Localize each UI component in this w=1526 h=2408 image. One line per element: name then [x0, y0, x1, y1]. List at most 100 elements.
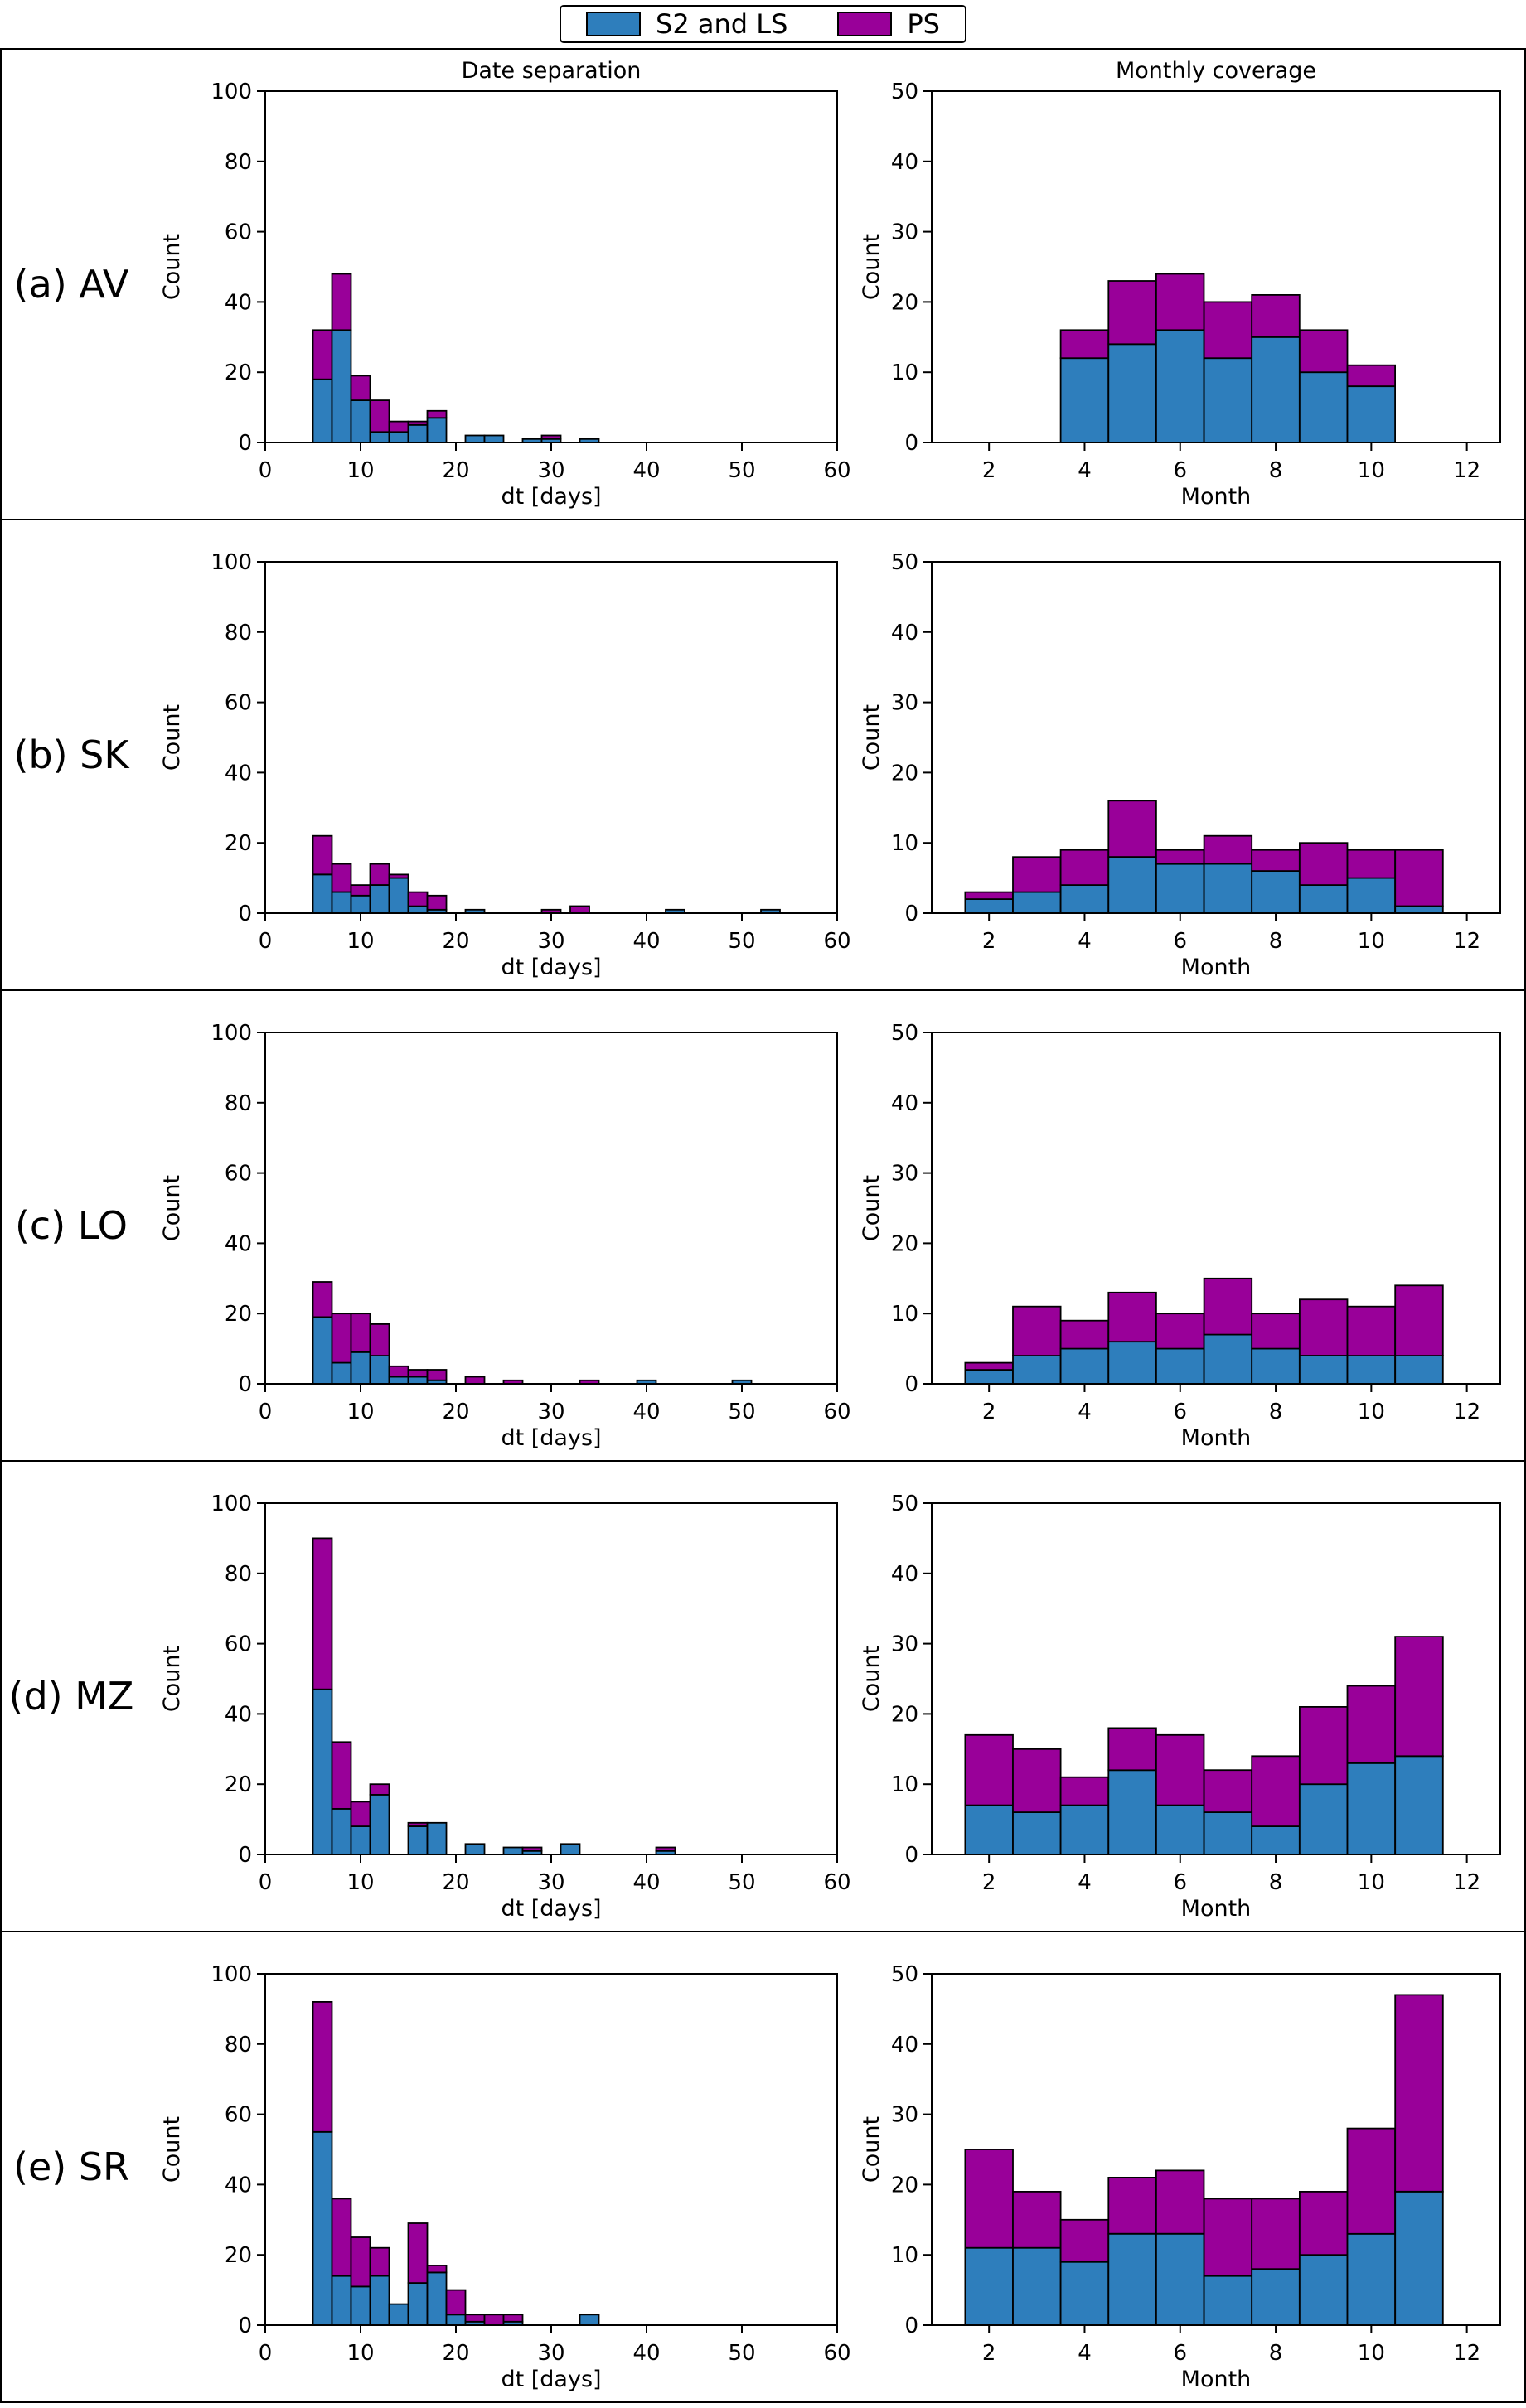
bar-s2-ls — [1012, 891, 1062, 914]
bar-ps — [350, 884, 371, 897]
x-axis-label: dt [days] — [501, 484, 601, 510]
bar-s2-ls — [1059, 1347, 1110, 1385]
x-axis-label: Month — [1181, 484, 1252, 510]
y-tick-label: 20 — [891, 761, 918, 786]
x-tick-label: 20 — [442, 1870, 469, 1895]
bar-ps — [1012, 2190, 1062, 2249]
bar-ps — [1299, 842, 1349, 887]
bar-s2-ls — [1012, 1811, 1062, 1855]
bar-s2-ls — [369, 2275, 390, 2326]
bar-s2-ls — [1299, 1783, 1349, 1855]
bar-s2-ls — [1251, 870, 1301, 914]
x-tick-label: 2 — [982, 929, 996, 954]
plot-frame — [931, 561, 1501, 914]
bar-s2-ls — [560, 1843, 581, 1855]
x-tick-label: 4 — [1078, 1400, 1092, 1424]
bar-s2-ls — [331, 1807, 352, 1855]
y-axis-label: Count — [159, 704, 185, 771]
bar-s2-ls — [388, 1376, 409, 1385]
bar-ps — [964, 891, 1014, 901]
y-tick-label: 30 — [891, 1632, 918, 1657]
panel-a-av: (a) AV 0 10 20 30 40 50 60 0 20 40 60 80 100 dt [days… — [0, 48, 1526, 520]
x-tick-label: 8 — [1269, 929, 1283, 954]
y-tick-label: 80 — [225, 1562, 252, 1587]
y-tick-label: 0 — [904, 1372, 918, 1397]
y-tick-label: 80 — [225, 621, 252, 646]
bar-s2-ls — [369, 1355, 390, 1385]
x-tick-label: 50 — [728, 1870, 755, 1895]
bar-ps — [464, 1376, 486, 1385]
bar-ps — [1251, 1313, 1301, 1350]
y-tick-label: 20 — [891, 1231, 918, 1256]
bar-s2-ls — [407, 2282, 429, 2326]
y-axis-label: Count — [159, 234, 185, 300]
legend-swatch-s2-ls-icon — [586, 12, 642, 36]
x-tick-label: 8 — [1269, 1400, 1283, 1424]
panel-label-c: (c) LO — [14, 1203, 128, 1248]
y-tick-label: 50 — [891, 550, 918, 575]
x-tick-label: 50 — [728, 1400, 755, 1424]
bar-s2-ls — [464, 434, 486, 443]
x-tick-label: 30 — [537, 929, 564, 954]
y-tick-label: 0 — [904, 902, 918, 926]
bar-ps — [388, 420, 409, 433]
bar-s2-ls — [1155, 2232, 1205, 2326]
bar-ps — [331, 863, 352, 893]
y-tick-label: 0 — [904, 2314, 918, 2338]
bar-s2-ls — [1155, 863, 1205, 914]
bar-s2-ls — [1394, 1355, 1444, 1385]
chart-av-monthly-coverage: 2 4 6 8 10 12 0 10 20 30 40 50 Month Count Monthly cov… — [859, 58, 1501, 510]
bar-s2-ls — [1394, 905, 1444, 914]
x-tick-label: 12 — [1453, 2341, 1480, 2366]
y-tick-label: 20 — [891, 2173, 918, 2198]
bar-ps — [407, 1821, 429, 1827]
x-tick-label: 40 — [632, 1400, 660, 1424]
y-tick-label: 60 — [225, 1162, 252, 1187]
bar-s2-ls — [1203, 357, 1253, 443]
bar-ps — [1251, 2198, 1301, 2270]
y-axis-label: Count — [159, 2116, 185, 2183]
x-axis-label: dt [days] — [501, 955, 601, 980]
x-tick-label: 10 — [346, 1870, 374, 1895]
x-tick-label: 2 — [982, 458, 996, 483]
bar-s2-ls — [426, 1821, 448, 1855]
bar-s2-ls — [407, 1376, 429, 1385]
chart-mz-monthly-coverage: 2 4 6 8 10 12 0 10 20 30 40 50 Month Count — [859, 1492, 1501, 1922]
y-tick-label: 40 — [225, 2173, 252, 2198]
bar-ps — [350, 375, 371, 401]
bar-ps — [964, 2149, 1014, 2249]
x-tick-label: 2 — [982, 1870, 996, 1895]
plot-frame — [931, 1032, 1501, 1385]
bar-ps — [312, 329, 333, 380]
y-tick-label: 40 — [891, 1091, 918, 1116]
bar-s2-ls — [331, 2275, 352, 2326]
legend-label-ps: PS — [907, 8, 940, 40]
bar-ps — [350, 1801, 371, 1827]
bar-ps — [1394, 1284, 1444, 1356]
x-tick-label: 40 — [632, 1870, 660, 1895]
bar-s2-ls — [1059, 357, 1110, 443]
bar-ps — [312, 1537, 333, 1690]
x-tick-label: 60 — [823, 1400, 850, 1424]
bar-s2-ls — [1346, 385, 1396, 443]
y-tick-label: 40 — [225, 761, 252, 786]
legend: S2 and LS PS — [0, 0, 1526, 48]
bar-ps — [540, 434, 562, 440]
y-tick-label: 20 — [225, 831, 252, 856]
y-tick-label: 40 — [225, 1702, 252, 1727]
bar-s2-ls — [407, 905, 429, 914]
bar-ps — [1299, 329, 1349, 374]
bar-ps — [569, 905, 590, 914]
bar-ps — [1299, 2190, 1349, 2256]
bar-ps — [964, 1361, 1014, 1371]
x-tick-label: 12 — [1453, 1870, 1480, 1895]
bar-s2-ls — [1107, 343, 1157, 443]
y-tick-label: 100 — [211, 550, 252, 575]
x-tick-label: 50 — [728, 458, 755, 483]
bar-s2-ls — [1203, 2275, 1253, 2326]
bar-ps — [407, 2222, 429, 2284]
x-tick-label: 0 — [259, 929, 273, 954]
chart-sr-monthly-coverage: 2 4 6 8 10 12 0 10 20 30 40 50 Month Count — [859, 1962, 1501, 2392]
bar-ps — [1394, 849, 1444, 907]
panel-c-lo: (c) LO 0 10 20 30 40 50 60 0 20 40 60 80 100 dt [days… — [0, 989, 1526, 1462]
